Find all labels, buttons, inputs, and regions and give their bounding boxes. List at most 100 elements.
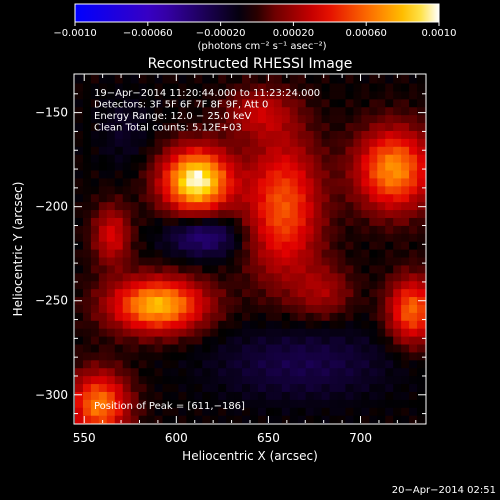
heatmap-cell <box>75 90 84 100</box>
heatmap-cell <box>82 407 92 416</box>
heatmap-cell <box>313 351 323 361</box>
heatmap-cell <box>114 201 124 211</box>
heatmap-cell <box>289 162 299 171</box>
heatmap-cell <box>369 177 378 187</box>
heatmap-cell <box>377 359 386 369</box>
heatmap-cell <box>75 280 84 290</box>
heatmap-cell <box>98 233 108 242</box>
heatmap-cell <box>417 138 426 147</box>
heatmap-cell <box>186 280 195 290</box>
heatmap-cell <box>385 343 394 353</box>
heatmap-cell <box>337 336 347 345</box>
heatmap-cell <box>178 75 187 84</box>
heatmap-cell <box>393 407 402 416</box>
heatmap-cell <box>321 264 331 274</box>
heatmap-cell <box>337 154 347 163</box>
heatmap-cell <box>130 375 140 385</box>
heatmap-cell <box>369 280 378 290</box>
heatmap-cell <box>226 169 235 179</box>
heatmap-cell <box>186 375 195 385</box>
heatmap-cell <box>226 154 235 163</box>
heatmap-cell <box>106 130 116 139</box>
heatmap-cell <box>226 249 235 258</box>
heatmap-cell <box>305 177 315 187</box>
heatmap-cell <box>154 138 164 147</box>
heatmap-cell <box>106 201 116 211</box>
heatmap-cell <box>162 193 172 203</box>
heatmap-cell <box>146 407 156 416</box>
heatmap-cell <box>361 256 370 266</box>
heatmap-cell <box>265 320 275 329</box>
heatmap-cell <box>106 383 116 392</box>
heatmap-cell <box>305 193 315 203</box>
heatmap-cell <box>122 98 132 108</box>
heatmap-cell <box>90 217 100 226</box>
heatmap-cell <box>401 288 410 298</box>
y-axis-label: Heliocentric Y (arcsec) <box>11 182 25 317</box>
heatmap-cell <box>82 177 92 187</box>
heatmap-cell <box>194 367 203 377</box>
heatmap-cell <box>186 169 195 179</box>
heatmap-cell <box>138 130 148 139</box>
heatmap-cell <box>401 233 410 242</box>
heatmap-cell <box>154 185 164 195</box>
heatmap-cell <box>82 336 92 345</box>
heatmap-cell <box>234 280 243 290</box>
heatmap-cell <box>393 367 402 377</box>
heatmap-cell <box>345 82 355 92</box>
heatmap-cell <box>82 233 92 242</box>
heatmap-cell <box>385 154 394 163</box>
heatmap-cell <box>194 201 203 211</box>
heatmap-cell <box>321 367 331 377</box>
heatmap-cell <box>257 280 267 290</box>
heatmap-cell <box>242 249 251 258</box>
heatmap-cell <box>194 146 203 155</box>
heatmap-cell <box>154 320 164 329</box>
heatmap-cell <box>337 98 347 108</box>
heatmap-cell <box>257 162 267 171</box>
heatmap-cell <box>90 114 100 124</box>
annotation-line: Energy Range: 12.0 − 25.0 keV <box>94 111 251 122</box>
heatmap-cell <box>409 391 418 400</box>
heatmap-cell <box>98 264 108 274</box>
heatmap-cell <box>146 272 156 282</box>
heatmap-cell <box>345 177 355 187</box>
heatmap-cell <box>257 399 267 408</box>
heatmap-cell <box>361 336 370 345</box>
heatmap-cell <box>178 272 187 282</box>
heatmap-cell <box>250 98 259 108</box>
heatmap-cell <box>377 241 386 250</box>
heatmap-cell <box>122 288 132 298</box>
heatmap-cell <box>329 185 339 195</box>
heatmap-cell <box>154 328 164 337</box>
heatmap-cell <box>122 249 132 258</box>
heatmap-cell <box>202 122 211 131</box>
heatmap-cell <box>393 162 402 171</box>
heatmap-cell <box>178 343 187 353</box>
heatmap-cell <box>90 328 100 337</box>
heatmap-cell <box>82 106 92 116</box>
heatmap-cell <box>75 336 84 345</box>
heatmap-cell <box>385 193 394 203</box>
heatmap-cell <box>138 351 148 361</box>
heatmap-cell <box>313 185 323 195</box>
heatmap-cell <box>98 328 108 337</box>
heatmap-cell <box>90 106 100 116</box>
heatmap-cell <box>329 264 339 274</box>
heatmap-cell <box>369 415 378 424</box>
heatmap-cell <box>162 106 172 116</box>
heatmap-cell <box>337 415 347 424</box>
heatmap-cell <box>154 383 164 392</box>
heatmap-cell <box>313 312 323 321</box>
heatmap-cell <box>417 162 426 171</box>
colorbar-tick-label: 0.0010 <box>422 28 457 39</box>
heatmap-cell <box>226 256 235 266</box>
heatmap-cell <box>210 312 219 321</box>
heatmap-cell <box>297 90 307 100</box>
heatmap-cell <box>178 288 187 298</box>
heatmap-cell <box>250 296 259 305</box>
heatmap-cell <box>130 185 140 195</box>
heatmap-cell <box>162 391 172 400</box>
heatmap-cell <box>369 296 378 305</box>
heatmap-cell <box>242 169 251 179</box>
